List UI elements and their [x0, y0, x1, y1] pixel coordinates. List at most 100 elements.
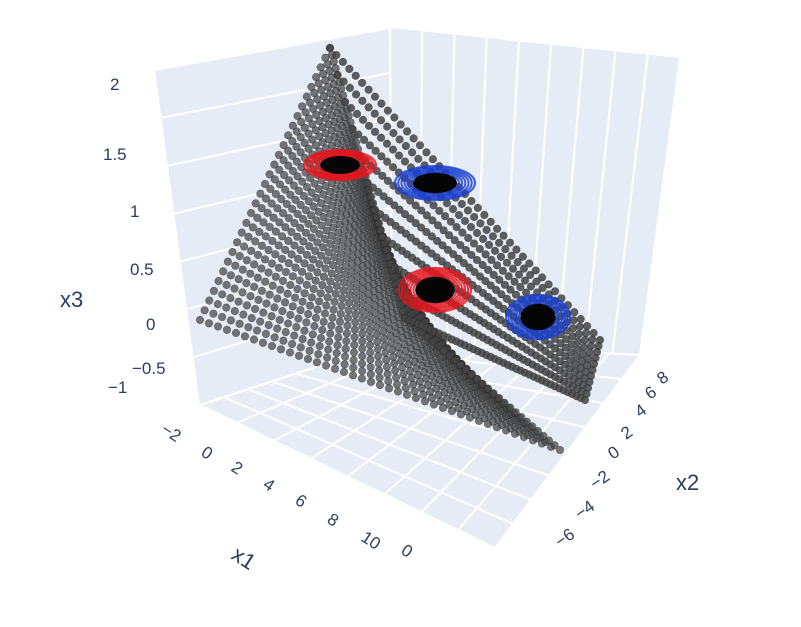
surface-point [470, 212, 479, 222]
surface-point [307, 211, 316, 220]
surface-point [463, 206, 473, 215]
surface-point [323, 353, 332, 362]
surface-point [358, 366, 367, 376]
cluster-ring [400, 268, 470, 312]
surface-point [292, 127, 301, 136]
surface-point [204, 319, 214, 328]
surface-point [230, 307, 239, 316]
cluster-points [303, 149, 571, 340]
surface-point [392, 380, 402, 389]
surface-point [311, 141, 320, 150]
cluster-ring [394, 165, 476, 201]
surface-point [205, 296, 214, 305]
x2-tick-label: 8 [653, 367, 672, 388]
cluster-ring [515, 301, 561, 333]
surface-point [406, 214, 415, 223]
surface-point [581, 329, 591, 338]
surface-point [344, 306, 353, 315]
surface-point [382, 355, 391, 365]
surface-point [377, 99, 386, 108]
surface-point [284, 214, 293, 223]
surface-point [242, 279, 251, 288]
surface-point [250, 260, 259, 269]
surface-point [277, 194, 286, 204]
surface-point [375, 373, 384, 382]
surface-point [487, 255, 496, 265]
cluster-ring [507, 295, 569, 339]
surface-point [377, 152, 386, 161]
surface-point [514, 270, 524, 279]
surface-point [429, 400, 439, 409]
surface-point [484, 265, 493, 275]
surface-point [332, 281, 341, 291]
surface-point [525, 270, 535, 280]
surface-point [257, 204, 266, 213]
surface-point [365, 341, 375, 350]
surface-point [454, 254, 463, 263]
surface-point [349, 356, 358, 365]
surface-point [357, 374, 367, 383]
surface-point [293, 285, 302, 294]
surface-point [222, 325, 232, 334]
surface-point [376, 116, 386, 125]
surface-point [267, 259, 277, 268]
surface-point [304, 144, 313, 153]
x2-tick-label: −6 [551, 525, 578, 552]
surface-point [393, 387, 403, 396]
surface-point [531, 266, 540, 275]
surface-point [282, 199, 291, 209]
surface-point [486, 217, 495, 226]
surface-point [344, 111, 353, 120]
surface-point [313, 268, 322, 277]
surface-point [383, 122, 392, 131]
surface-point [319, 213, 328, 222]
surface-point [271, 227, 281, 236]
surface-point [294, 351, 304, 360]
surface-point [290, 331, 299, 340]
surface-point [544, 280, 553, 289]
surface-point [358, 314, 367, 323]
surface-point [395, 205, 404, 214]
surface-point [270, 160, 279, 169]
surface-point [274, 263, 284, 272]
surface-point [568, 324, 578, 333]
surface-point [511, 290, 521, 299]
surface-point [483, 384, 493, 393]
surface-point [247, 246, 256, 255]
surface-point [495, 394, 504, 403]
surface-point [304, 272, 314, 281]
surface-point [303, 354, 313, 364]
surface-point [283, 146, 293, 155]
x1-tick-label: 0 [198, 442, 216, 463]
cluster-ring [398, 267, 472, 313]
surface-point [309, 202, 318, 211]
surface-point [339, 91, 348, 100]
cluster-ring [397, 166, 473, 200]
surface-point [330, 364, 340, 373]
surface-point [325, 43, 335, 53]
surface-point [340, 97, 350, 107]
surface-point [495, 275, 504, 284]
surface-point [473, 203, 483, 212]
surface-point [231, 328, 241, 338]
surface-point [253, 273, 262, 282]
surface-point [481, 276, 490, 286]
surface-point [322, 226, 331, 235]
surface-point [330, 253, 339, 262]
surface-point [457, 199, 466, 209]
surface-point [390, 113, 399, 122]
surface-point [292, 157, 301, 166]
surface-point [482, 225, 491, 234]
surface-point [273, 294, 282, 303]
x1-tick-label: 10 [358, 527, 384, 553]
surface-point [434, 342, 443, 351]
surface-point [304, 197, 313, 206]
grid-line [247, 388, 532, 501]
surface-point [450, 356, 459, 365]
surface-point [411, 219, 420, 228]
x2-tick-label: 2 [617, 422, 636, 443]
surface-point [324, 345, 333, 354]
surface-point [461, 246, 471, 255]
surface-point [508, 264, 518, 273]
